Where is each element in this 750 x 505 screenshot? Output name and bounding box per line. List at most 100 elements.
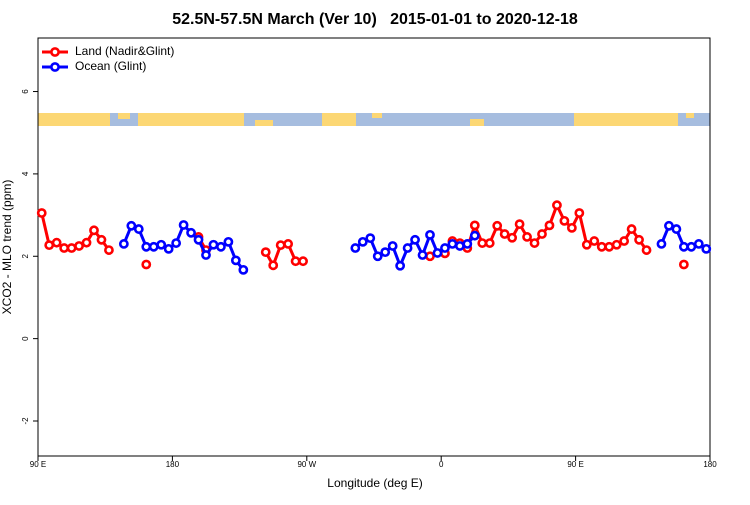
y-tick-label: 4 bbox=[21, 171, 30, 176]
data-point bbox=[193, 234, 204, 245]
data-point bbox=[298, 256, 308, 267]
data-point bbox=[51, 237, 62, 248]
data-point bbox=[36, 208, 47, 218]
data-point bbox=[410, 234, 420, 245]
y-tick-label: 2 bbox=[21, 253, 30, 258]
data-point bbox=[163, 243, 174, 254]
data-point bbox=[395, 260, 406, 271]
data-point bbox=[686, 241, 697, 252]
data-point bbox=[641, 245, 652, 255]
data-point bbox=[522, 232, 532, 242]
data-point bbox=[66, 243, 77, 253]
data-point bbox=[507, 232, 518, 243]
data-point bbox=[74, 241, 84, 251]
data-point bbox=[126, 220, 137, 231]
data-point bbox=[275, 240, 286, 251]
data-point bbox=[469, 220, 480, 231]
y-tick-label: 0 bbox=[21, 336, 30, 341]
data-point bbox=[238, 264, 249, 275]
chart-title: 52.5N-57.5N March (Ver 10) 2015-01-01 to… bbox=[172, 11, 578, 28]
data-point bbox=[514, 219, 525, 230]
data-point bbox=[216, 241, 226, 252]
data-point bbox=[604, 241, 615, 252]
legend-marker bbox=[50, 47, 60, 57]
data-point bbox=[589, 236, 600, 246]
data-point bbox=[492, 220, 503, 231]
data-point bbox=[171, 238, 182, 248]
x-tick-label: 90 W bbox=[297, 460, 316, 469]
x-axis-label: Longitude (deg E) bbox=[327, 476, 422, 490]
legend-label: Land (Nadir&Glint) bbox=[75, 44, 174, 58]
data-point bbox=[634, 234, 644, 245]
data-point bbox=[611, 239, 622, 250]
data-point bbox=[118, 239, 129, 249]
data-point bbox=[283, 239, 294, 249]
data-point bbox=[365, 233, 376, 244]
data-point bbox=[357, 236, 368, 247]
data-point bbox=[552, 200, 562, 211]
data-point bbox=[260, 247, 271, 258]
data-point bbox=[372, 251, 383, 262]
data-point bbox=[537, 229, 547, 239]
data-point bbox=[440, 243, 450, 253]
data-point bbox=[626, 224, 637, 234]
data-point bbox=[141, 259, 152, 270]
data-point bbox=[566, 222, 577, 233]
data-point bbox=[454, 241, 465, 251]
data-point bbox=[59, 243, 70, 253]
data-point bbox=[96, 234, 107, 245]
data-point bbox=[678, 259, 689, 270]
y-tick-label: 6 bbox=[21, 89, 30, 94]
data-point bbox=[559, 215, 570, 226]
data-point bbox=[141, 241, 152, 252]
x-tick-label: 90 E bbox=[567, 460, 583, 469]
data-point bbox=[425, 251, 435, 262]
x-tick-label: 180 bbox=[703, 460, 717, 469]
data-point bbox=[529, 238, 540, 248]
y-axis-label: XCO2 - MLO trend (ppm) bbox=[0, 180, 14, 315]
legend-label: Ocean (Glint) bbox=[75, 59, 146, 73]
data-point bbox=[619, 236, 630, 246]
data-point bbox=[268, 260, 279, 271]
data-point bbox=[544, 220, 555, 231]
x-tick-label: 0 bbox=[439, 460, 444, 469]
data-point bbox=[499, 229, 510, 239]
series-line bbox=[42, 205, 684, 265]
data-point bbox=[693, 239, 704, 249]
data-point bbox=[380, 247, 391, 258]
data-point bbox=[462, 239, 473, 249]
data-point bbox=[208, 239, 219, 250]
land-ocean-strip bbox=[38, 113, 710, 126]
x-tick-label: 90 E bbox=[30, 460, 46, 469]
data-point bbox=[417, 250, 428, 260]
data-point bbox=[89, 225, 99, 236]
data-point bbox=[574, 208, 585, 218]
data-point bbox=[477, 238, 488, 248]
data-point bbox=[656, 239, 667, 249]
data-point bbox=[469, 230, 480, 241]
data-point bbox=[133, 224, 144, 234]
data-point bbox=[223, 236, 234, 247]
data-point bbox=[425, 229, 435, 240]
x-tick-label: 180 bbox=[166, 460, 180, 469]
data-point bbox=[447, 239, 458, 249]
data-point bbox=[104, 245, 114, 255]
data-point bbox=[387, 241, 398, 251]
data-point bbox=[156, 239, 167, 250]
legend-marker bbox=[50, 62, 60, 72]
data-point bbox=[44, 240, 55, 251]
legend: Land (Nadir&Glint)Ocean (Glint) bbox=[42, 44, 174, 73]
y-tick-label: -2 bbox=[21, 417, 30, 425]
data-point bbox=[596, 241, 607, 252]
data-point bbox=[350, 243, 361, 253]
data-point bbox=[148, 241, 159, 252]
data-point bbox=[664, 220, 674, 231]
data-point bbox=[484, 238, 495, 248]
data-point bbox=[581, 239, 592, 250]
data-point bbox=[701, 243, 712, 254]
data-point bbox=[678, 241, 689, 252]
data-point bbox=[402, 243, 413, 253]
data-point bbox=[201, 250, 211, 260]
data-point bbox=[432, 248, 443, 258]
